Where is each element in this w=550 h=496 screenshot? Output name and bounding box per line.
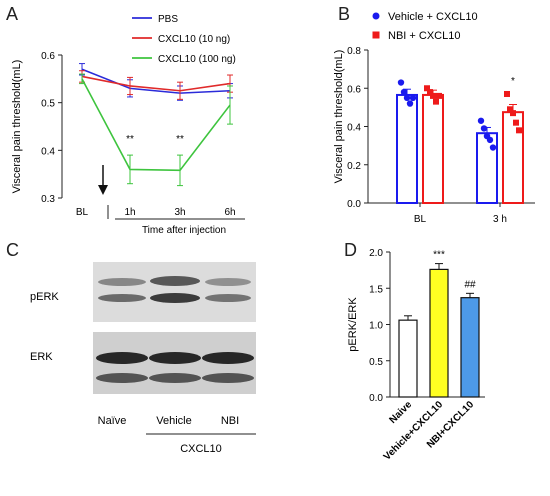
- y-tick-label-b: 0.6: [347, 84, 361, 95]
- x-tick-label-b: BL: [414, 214, 427, 225]
- perk-membrane: [93, 262, 256, 322]
- data-point-b: [436, 92, 442, 99]
- line-chart-a: 0.3 0.4 0.5 0.6 Visceral pain threshold(mL) B…: [11, 14, 245, 236]
- data-point-b: [409, 94, 417, 102]
- bar-b: [476, 132, 498, 205]
- y-tick-label-d: 0.5: [369, 357, 383, 368]
- x-tick-label-b: 3 h: [493, 214, 507, 225]
- y-tick-label-d: 0.0: [369, 393, 383, 404]
- y-axis-title-d: pERK/ERK: [347, 297, 359, 352]
- series-line-a-0: [81, 68, 231, 94]
- y-tick-label-a: 0.5: [41, 99, 55, 110]
- legend-swatch-b: [372, 12, 380, 20]
- western-blot-c: pERK ERK Naïve Vehicle NBI CXCL10: [30, 262, 256, 455]
- y-tick-label-a: 0.6: [41, 51, 55, 62]
- data-point-b: [477, 117, 485, 124]
- y-tick-label-d: 2.0: [369, 248, 383, 259]
- significance-mark-b: *: [511, 76, 515, 87]
- legend-label-a: CXCL10 (10 ng): [158, 34, 230, 45]
- legend-label-a: CXCL10 (100 ng): [158, 54, 236, 65]
- y-tick-label-d: 1.0: [369, 321, 383, 332]
- data-point-b: [433, 98, 439, 105]
- x-tick-label-d: Naive: [387, 399, 414, 426]
- data-point-b: [430, 92, 436, 99]
- bar-d: [460, 297, 480, 398]
- y-tick-label-a: 0.4: [41, 146, 55, 157]
- injection-arrow-head: [98, 185, 108, 195]
- perk-band-vehicle-upper: [150, 276, 200, 286]
- data-point-b: [406, 100, 414, 107]
- erk-band-naive-upper: [96, 352, 148, 364]
- data-point-b: [480, 125, 488, 132]
- erk-band-vehicle-lower: [149, 373, 201, 383]
- x-tick-label-a: 3h: [174, 207, 185, 218]
- series-line-a-1: [81, 75, 231, 92]
- bar-b: [502, 111, 524, 204]
- bar-d: [398, 319, 418, 398]
- erk-band-nbi-upper: [202, 352, 254, 364]
- panel-label-c: C: [6, 240, 19, 260]
- blot-lane-nbi: NBI: [221, 415, 239, 427]
- panel-label-d: D: [344, 240, 357, 260]
- series-line-a-2: [81, 78, 231, 172]
- data-point-b: [507, 106, 513, 113]
- y-tick-label-a: 0.3: [41, 194, 55, 205]
- data-point-b: [427, 89, 433, 96]
- data-point-b: [403, 94, 411, 102]
- bar-b: [396, 93, 418, 204]
- data-point-b: [397, 79, 405, 86]
- y-tick-label-b: 0.2: [347, 161, 361, 172]
- y-tick-label-b: 0.4: [347, 123, 361, 134]
- blot-row-label-erk: ERK: [30, 351, 53, 363]
- bar-d: [429, 268, 449, 398]
- legend-label-b: NBI + CXCL10: [388, 30, 460, 42]
- blot-lane-vehicle: Vehicle: [156, 415, 191, 427]
- y-tick-label-d: 1.5: [369, 284, 383, 295]
- data-point-b: [489, 144, 497, 151]
- bar-chart-d: 0.00.51.01.52.0pERK/ERKNaiveVehicle+CXCL…: [347, 248, 485, 463]
- perk-band-nbi-lower: [205, 294, 251, 302]
- legend-swatch-b: [372, 31, 380, 39]
- significance-mark-a: **: [176, 134, 184, 145]
- significance-mark-d: ##: [464, 279, 476, 290]
- blot-group-label: CXCL10: [180, 443, 222, 455]
- perk-band-naive-lower: [98, 294, 146, 302]
- data-point-b: [516, 127, 522, 134]
- x-tick-label-a: 1h: [124, 207, 135, 218]
- erk-band-nbi-lower: [202, 373, 254, 383]
- erk-band-vehicle-upper: [149, 352, 201, 364]
- significance-mark-d: ***: [433, 250, 445, 261]
- erk-band-naive-lower: [96, 373, 148, 383]
- data-point-b: [424, 85, 430, 92]
- data-point-b: [504, 90, 510, 97]
- y-tick-label-b: 0.8: [347, 46, 361, 57]
- y-axis-title-a: Visceral pain threshold(mL): [11, 60, 23, 194]
- bar-b: [422, 93, 444, 204]
- data-point-b: [510, 110, 516, 117]
- data-point-b: [513, 119, 519, 126]
- data-point-b: [486, 136, 494, 144]
- blot-lane-naive: Naïve: [98, 415, 127, 427]
- perk-band-naive-upper: [98, 278, 146, 286]
- blot-row-label-perk: pERK: [30, 291, 59, 303]
- y-axis-title-b: Visceral pain threshold(mL): [333, 50, 345, 184]
- significance-mark-a: **: [126, 134, 134, 145]
- y-tick-label-b: 0.0: [347, 199, 361, 210]
- panel-label-b: B: [338, 4, 351, 24]
- legend-label-b: Vehicle + CXCL10: [388, 11, 478, 23]
- x-axis-title-a: Time after injection: [142, 225, 226, 236]
- perk-band-nbi-upper: [205, 278, 251, 286]
- x-tick-label-a: 6h: [224, 207, 235, 218]
- data-point-b: [400, 88, 408, 96]
- panel-label-a: A: [6, 4, 19, 24]
- x-tick-label-a: BL: [76, 207, 89, 218]
- perk-band-vehicle-lower: [150, 293, 200, 303]
- legend-label-a: PBS: [158, 14, 178, 25]
